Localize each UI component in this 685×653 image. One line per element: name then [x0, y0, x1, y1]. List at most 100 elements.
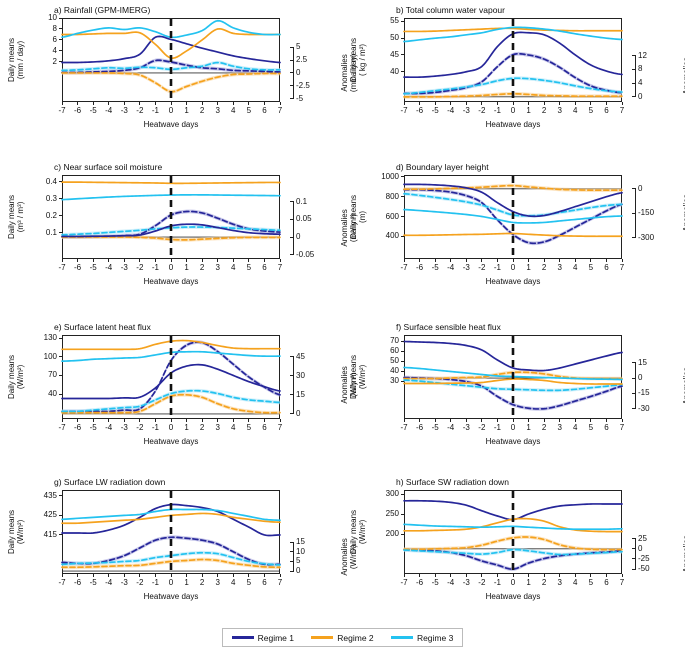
yaxis-label-left-d: Daily means (m) — [349, 167, 368, 267]
ytick-label-right: 12 — [638, 50, 647, 60]
xtick-mark — [450, 259, 452, 262]
xtick-label: -1 — [151, 106, 159, 115]
xtick-label: 1 — [526, 423, 531, 432]
xtick-mark — [77, 574, 79, 577]
xtick-mark — [528, 574, 530, 577]
xtick-mark — [621, 102, 623, 105]
yaxis-label-left-f: Daily means (W/m²) — [349, 327, 368, 427]
ytick-label-left: 0.1 — [45, 227, 57, 237]
ytick-mark-left — [59, 61, 62, 63]
ytick-label-right: -150 — [638, 208, 655, 218]
ytick-mark-right — [632, 392, 636, 394]
xtick-mark — [248, 259, 250, 262]
xtick-label: -5 — [89, 263, 97, 272]
ytick-mark-right — [290, 375, 294, 377]
ytick-mark-left — [401, 533, 404, 535]
ytick-mark-right — [290, 85, 294, 87]
xtick-label: 3 — [215, 106, 220, 115]
ytick-label-left: 0.3 — [45, 193, 57, 203]
xtick-mark — [512, 574, 514, 577]
xtick-label: 7 — [277, 106, 283, 115]
xtick-mark — [154, 102, 156, 105]
ytick-label-right: 25 — [638, 533, 647, 543]
ytick-mark-right — [632, 568, 636, 570]
ytick-label-right: -30 — [638, 403, 650, 413]
uncertainty-band — [62, 388, 280, 414]
xtick-label: 0 — [168, 106, 174, 115]
xtick-label: 6 — [262, 263, 267, 272]
xtick-label: -3 — [462, 263, 470, 272]
ytick-mark-right — [290, 254, 294, 256]
yaxis-label-right-line1: Anomalies — [340, 366, 350, 404]
yaxis-label-right-line1: Anomalies — [340, 209, 350, 247]
right-axis-spine — [635, 188, 636, 238]
xtick-mark — [450, 419, 452, 422]
xtick-label: 5 — [246, 423, 252, 432]
ytick-label-right: 15 — [638, 357, 647, 367]
yaxis-label-left-line1: Daily means — [7, 354, 17, 399]
uncertainty-band — [404, 183, 622, 193]
xtick-label: 1 — [184, 423, 189, 432]
xtick-label: 6 — [262, 578, 267, 587]
xtick-mark — [434, 574, 436, 577]
xtick-mark — [123, 259, 125, 262]
xtick-label: 4 — [231, 106, 236, 115]
ytick-mark-right — [632, 237, 636, 239]
ytick-mark-left — [401, 513, 404, 515]
ytick-label-left: 425 — [43, 510, 57, 520]
xtick-mark — [279, 574, 281, 577]
legend-item-regime-2: Regime 2 — [311, 633, 374, 643]
xtick-label: 7 — [277, 263, 283, 272]
xtick-mark — [279, 102, 281, 105]
ytick-mark-left — [401, 54, 404, 56]
ytick-label-left: 70 — [48, 370, 57, 380]
xtick-label: -7 — [400, 578, 408, 587]
ytick-mark-left — [401, 37, 404, 39]
xtick-label: -1 — [151, 578, 159, 587]
xtick-label: -7 — [58, 263, 66, 272]
xtick-label: -5 — [89, 578, 97, 587]
xtick-mark — [92, 102, 94, 105]
uncertainty-band — [62, 557, 280, 570]
uncertainty-band — [404, 51, 622, 96]
ytick-mark-right — [290, 541, 294, 543]
xtick-label: -3 — [462, 578, 470, 587]
xtick-label: 2 — [541, 106, 547, 115]
xtick-label: 7 — [277, 578, 283, 587]
ytick-label-left: 250 — [385, 509, 399, 518]
xtick-mark — [217, 574, 219, 577]
xtick-label: -4 — [447, 106, 455, 115]
xtick-label: 5 — [588, 106, 594, 115]
xtick-label: 1 — [184, 578, 189, 587]
xaxis-label-b: Heatwave days — [485, 120, 541, 129]
yaxis-label-left-e: Daily means (W/m²) — [7, 327, 26, 427]
xtick-label: -5 — [431, 263, 439, 272]
ytick-label-left: 400 — [385, 231, 399, 241]
xtick-mark — [108, 574, 110, 577]
xtick-mark — [465, 102, 467, 105]
xtick-label: -4 — [447, 263, 455, 272]
xtick-mark — [61, 574, 63, 577]
xtick-label: 0 — [510, 578, 516, 587]
yaxis-label-left-line1: Daily means — [349, 509, 359, 554]
yaxis-label-right-line2: (W/m²) — [349, 373, 358, 398]
uncertainty-band — [404, 187, 622, 246]
xtick-label: -6 — [416, 106, 424, 115]
xtick-mark — [61, 102, 63, 105]
xtick-label: 4 — [573, 263, 578, 272]
ytick-mark-left — [401, 20, 404, 22]
xtick-mark — [590, 259, 592, 262]
xtick-mark — [605, 102, 607, 105]
xtick-label: -2 — [136, 578, 144, 587]
xtick-mark — [590, 574, 592, 577]
xtick-label: -4 — [447, 423, 455, 432]
ytick-label-left: 70 — [390, 336, 399, 345]
yaxis-label-left-line1: Daily means — [7, 509, 17, 554]
